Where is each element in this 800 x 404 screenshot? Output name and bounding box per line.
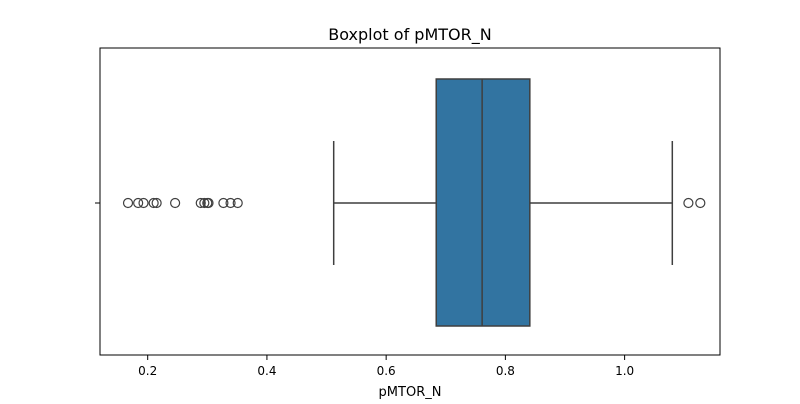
outlier-point <box>203 197 214 209</box>
outlier-point <box>199 197 210 209</box>
x-tick-label: 1.0 <box>615 364 634 378</box>
iqr-box <box>435 78 531 327</box>
outlier-point <box>683 197 694 209</box>
outlier-point <box>695 197 706 209</box>
outlier-point <box>138 197 149 209</box>
x-tick-label: 0.6 <box>377 364 396 378</box>
x-axis: 0.2 0.4 0.6 0.8 1.0 <box>138 355 634 378</box>
outlier-point <box>195 197 206 209</box>
outlier-point <box>122 197 134 209</box>
plot-content <box>122 78 706 327</box>
outlier-point <box>170 197 181 209</box>
outlier-point <box>218 197 229 209</box>
x-axis-label: pMTOR_N <box>379 385 442 400</box>
x-tick-label: 0.8 <box>496 364 515 378</box>
outlier-point <box>232 197 243 209</box>
outlier-point <box>133 197 144 209</box>
x-tick-label: 0.4 <box>257 364 276 378</box>
outlier-point <box>148 197 159 209</box>
x-tick-label: 0.2 <box>138 364 157 378</box>
axes-frame <box>99 47 721 356</box>
outlier-point <box>151 197 162 209</box>
outlier-point <box>225 197 236 209</box>
chart-title: Boxplot of pMTOR_N <box>328 25 491 45</box>
